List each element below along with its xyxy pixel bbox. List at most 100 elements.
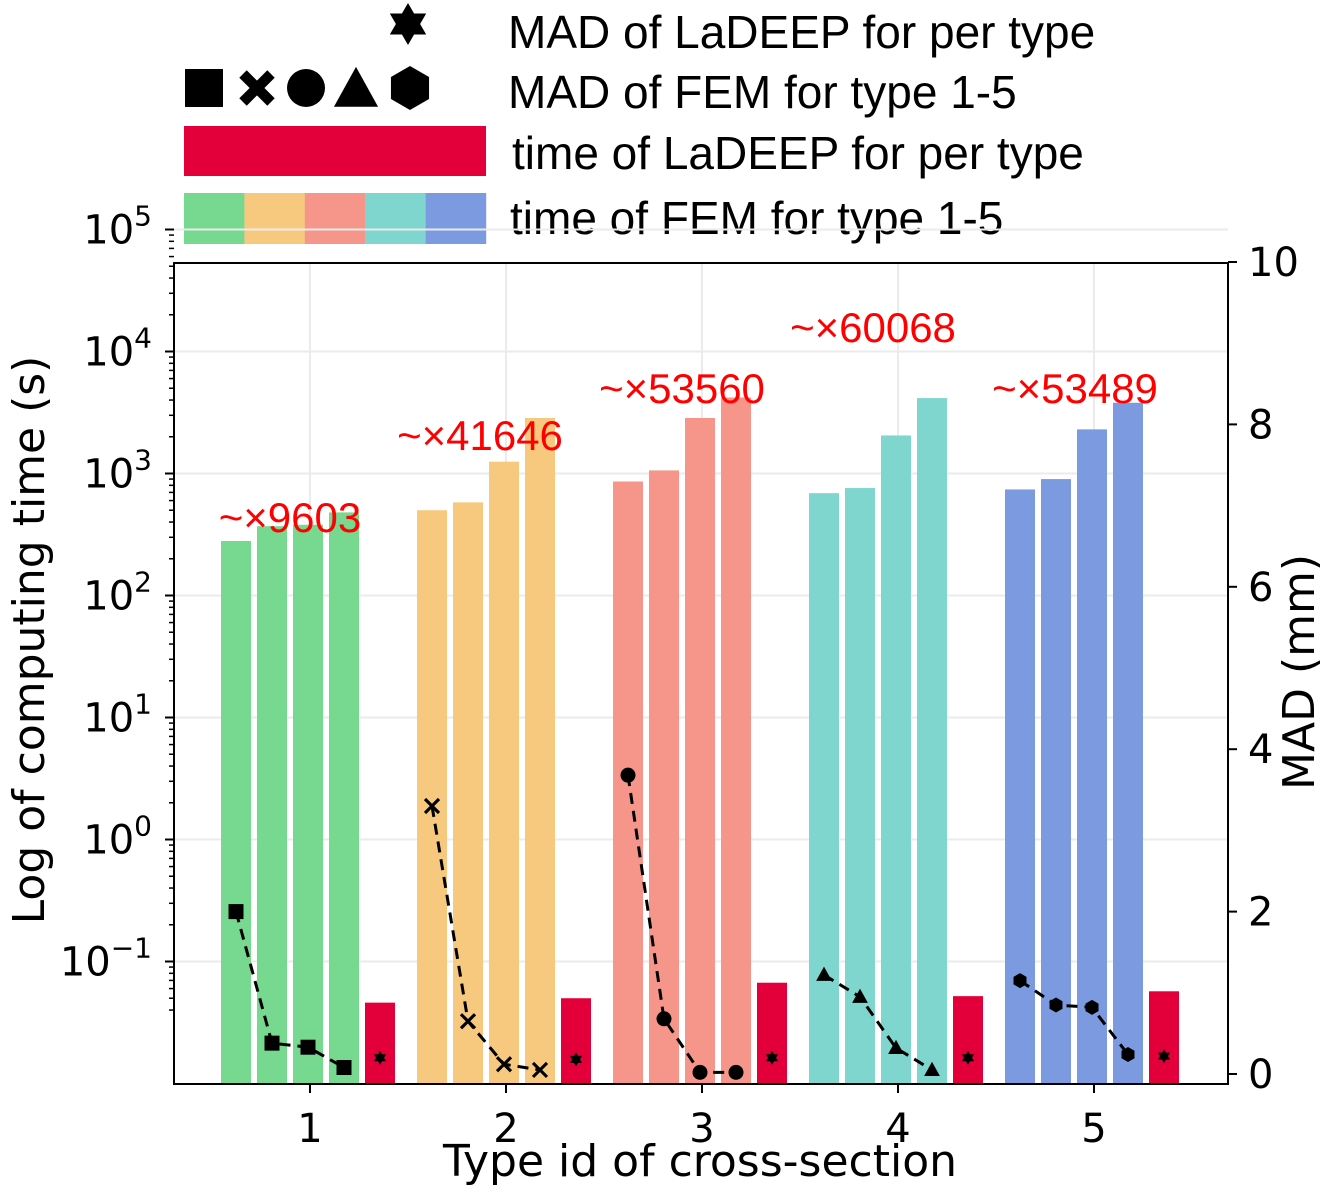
legend-color-bar — [184, 193, 487, 244]
legend-color-swatch-3 — [304, 193, 366, 244]
fem-time-bar-type1-2 — [257, 526, 287, 1084]
fem-mad-line-type3 — [626, 774, 736, 1074]
fem-mad-point-type4-4 — [924, 1061, 940, 1076]
left-tick-label-0: 10−1 — [60, 932, 152, 986]
fem-time-bar-type1-1 — [221, 540, 251, 1084]
fem-time-bar-type2-3 — [489, 461, 519, 1084]
ladeep-time-bar-3 — [757, 982, 787, 1084]
legend-color-swatch-1 — [184, 193, 245, 244]
fem-mad-point-type2-4 — [531, 1061, 549, 1079]
speedup-label-3: ~×53560 — [599, 365, 765, 412]
left-tick-label-4: 103 — [83, 444, 152, 498]
fem-time-bar-type2-2 — [453, 502, 483, 1084]
right-tick-label-4: 8 — [1248, 402, 1273, 448]
x-axis-label: Type id of cross-section — [442, 1136, 957, 1187]
x-axis-ticks: 1 2 3 4 5 — [297, 1084, 1107, 1152]
fem-mad-line-type4 — [823, 973, 933, 1072]
legend-hexagon-icon — [390, 66, 430, 110]
ladeep-time-bar-4 — [953, 996, 983, 1084]
ladeep-mad-star-1 — [373, 1050, 387, 1065]
fem-mad-point-type3-2 — [656, 1011, 672, 1027]
legend: MAD of LaDEEP for per type MAD of FEM fo… — [184, 3, 1095, 244]
legend-fem-markers — [185, 66, 430, 110]
speedup-label-5: ~×53489 — [992, 365, 1158, 412]
fem-time-bar-type1-3 — [293, 524, 323, 1084]
left-tick-label-6: 105 — [83, 200, 152, 254]
fem-mad-point-type1-3 — [300, 1039, 316, 1055]
fem-mad-point-type3-3 — [692, 1064, 708, 1080]
fem-time-bar-type3-4 — [721, 397, 751, 1084]
fem-mad-line-type5 — [1019, 979, 1130, 1056]
speedup-label-4: ~×60068 — [790, 304, 956, 351]
fem-mad-point-type5-3 — [1085, 999, 1099, 1015]
right-tick-label-2: 4 — [1248, 727, 1273, 773]
legend-circle-icon — [287, 69, 325, 107]
ladeep-mad-star-2-b — [569, 1055, 583, 1067]
right-tick-label-1: 2 — [1248, 890, 1273, 936]
fem-mad-point-type5-1 — [1013, 973, 1027, 989]
fem-time-bar-type5-4 — [1113, 402, 1143, 1085]
x-tick-label-3: 3 — [689, 1106, 714, 1152]
right-tick-label-3: 6 — [1248, 565, 1273, 611]
left-axis-ticks: 10−1 100 101 102 103 104 105 — [60, 200, 174, 1011]
ladeep-time-bar-2 — [561, 998, 591, 1084]
left-tick-label-3: 102 — [83, 566, 152, 620]
left-tick-label-5: 104 — [83, 322, 152, 376]
legend-x-icon — [239, 70, 275, 106]
plot-area: ~×9603~×41646~×53560~×60068~×53489 10−11… — [60, 200, 1299, 1153]
fem-mad-point-type1-1 — [228, 904, 244, 920]
legend-label-fem-time: time of FEM for type 1-5 — [510, 192, 1003, 244]
fem-time-bar-type4-1 — [809, 493, 839, 1084]
speedup-label-2: ~×41646 — [397, 412, 563, 459]
fem-time-bar-type5-1 — [1005, 489, 1035, 1084]
legend-color-swatch-4 — [365, 193, 426, 244]
fem-mad-point-type1-4 — [336, 1060, 352, 1076]
fem-mad-point-type3-1 — [620, 767, 636, 783]
y-axis-label-left: Log of computing time (s) — [4, 356, 55, 925]
ladeep-mad-star-1-b — [373, 1054, 387, 1065]
ladeep-mad-star-3-b — [765, 1054, 779, 1065]
legend-square-icon — [185, 69, 223, 107]
ladeep-mad-star-5 — [1157, 1049, 1171, 1064]
ladeep-mad-star-2 — [569, 1052, 583, 1067]
ladeep-mad-star-5-b — [1157, 1052, 1171, 1064]
fem-time-bar-type1-4 — [329, 512, 359, 1084]
ladeep-time-bar-1 — [365, 1002, 395, 1084]
fem-mad-lines — [228, 767, 1135, 1080]
right-tick-label-0: 0 — [1248, 1052, 1273, 1098]
fem-time-bar-type4-4 — [917, 398, 947, 1084]
fem-time-bar-type5-3 — [1077, 429, 1107, 1084]
fem-time-bar-type2-4 — [525, 418, 555, 1085]
fem-mad-point-type5-4 — [1121, 1047, 1135, 1063]
fem-time-bar-type3-2 — [649, 470, 679, 1084]
legend-label-ladeep-time: time of LaDEEP for per type — [512, 127, 1084, 179]
left-tick-label-1: 100 — [83, 810, 152, 864]
y-axis-label-right: MAD (mm) — [1274, 554, 1325, 790]
x-tick-label-2: 2 — [493, 1106, 518, 1152]
fem-time-bar-type2-1 — [417, 510, 447, 1084]
legend-star-icon-b — [389, 13, 427, 45]
legend-triangle-icon — [333, 66, 379, 107]
speedup-labels: ~×9603 ~×41646 ~×53560 ~×60068 ~×53489 — [219, 304, 1158, 541]
legend-color-swatch-5 — [425, 193, 487, 244]
fem-mad-line-type2 — [430, 805, 541, 1072]
fem-mad-point-type4-1 — [816, 966, 832, 981]
fem-mad-point-type5-2 — [1049, 997, 1063, 1013]
fem-mad-point-type2-2 — [459, 1013, 477, 1030]
x-tick-label-4: 4 — [885, 1106, 910, 1152]
fem-time-bars — [221, 397, 1143, 1085]
legend-label-fem-mad: MAD of FEM for type 1-5 — [508, 66, 1017, 118]
fem-mad-point-type2-3 — [495, 1056, 513, 1073]
ladeep-mad-markers — [373, 1049, 1171, 1067]
fem-mad-point-type3-4 — [728, 1064, 744, 1080]
ladeep-mad-star-4-b — [961, 1054, 975, 1065]
legend-color-swatch-2 — [244, 193, 305, 244]
x-tick-label-1: 1 — [297, 1106, 322, 1152]
fem-mad-point-type4-3 — [888, 1039, 904, 1055]
right-tick-label-5: 10 — [1248, 240, 1299, 286]
fem-time-bar-type3-3 — [685, 418, 715, 1085]
legend-label-ladeep-mad: MAD of LaDEEP for per type — [508, 6, 1095, 58]
fem-mad-point-type1-2 — [264, 1035, 280, 1051]
fem-time-bar-type4-2 — [845, 488, 875, 1084]
